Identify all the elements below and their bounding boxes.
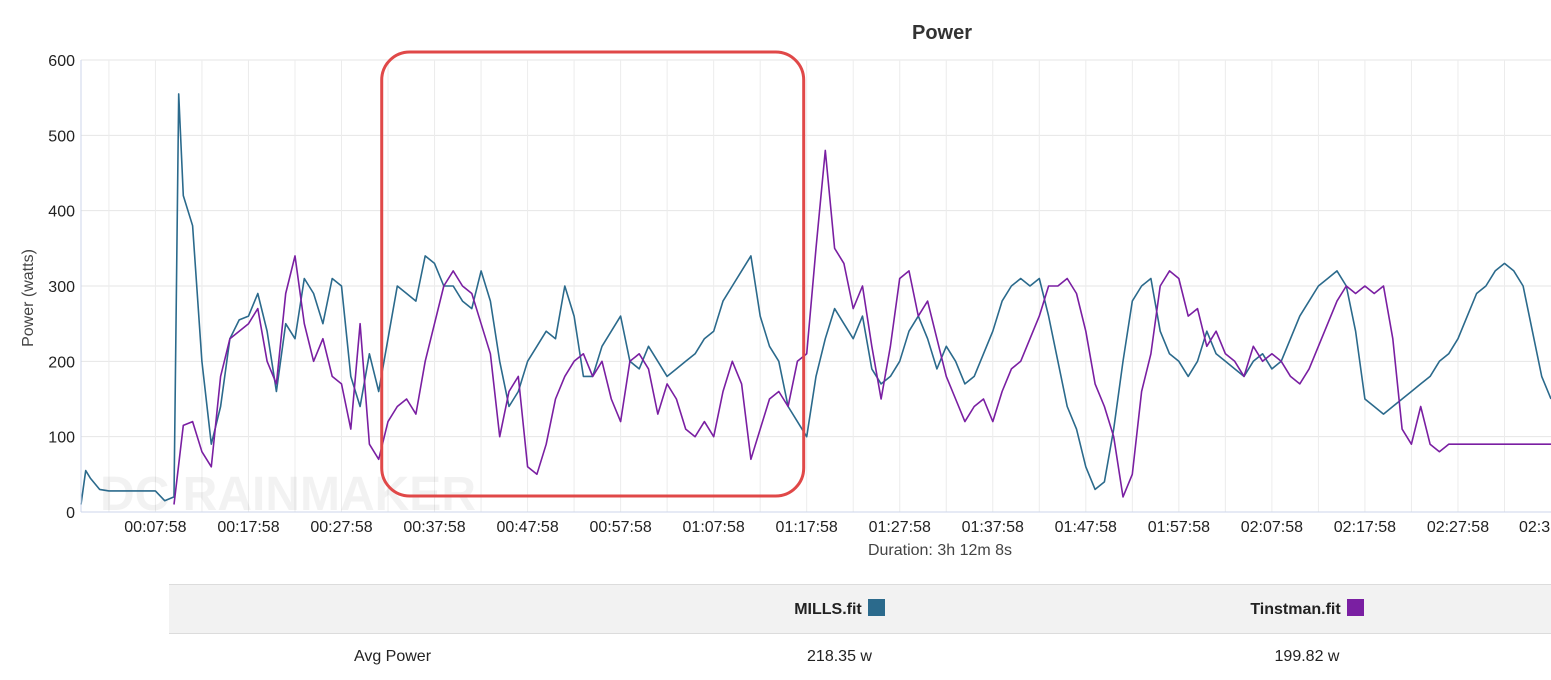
x-tick-label: 01:27:58 — [869, 519, 931, 536]
x-tick-label: 01:07:58 — [683, 519, 745, 536]
y-tick-label: 400 — [48, 204, 75, 221]
stats-header-empty — [169, 585, 616, 634]
x-tick-label: 01:37:58 — [962, 519, 1024, 536]
y-axis-ticks: 0 100 200 300 400 500 600 — [48, 53, 75, 522]
tinstman-swatch — [1347, 599, 1364, 616]
x-tick-label: 00:17:58 — [217, 519, 279, 536]
x-tick-label: 00:47:58 — [496, 519, 558, 536]
x-tick-label: 02:07:58 — [1241, 519, 1303, 536]
x-tick-label: 02:3 — [1519, 519, 1550, 536]
y-tick-label: 500 — [48, 128, 75, 145]
x-tick-label: 00:27:58 — [310, 519, 372, 536]
x-tick-label: 00:57:58 — [589, 519, 651, 536]
x-axis-ticks: 00:07:58 00:17:58 00:27:58 00:37:58 00:47:58… — [124, 519, 1550, 536]
stats-header-mills: MILLS.fit — [616, 585, 1063, 634]
stats-header-tinstman: Tinstman.fit — [1063, 585, 1551, 634]
mills-swatch — [868, 599, 885, 616]
chart-title: Power — [912, 22, 972, 44]
y-tick-label: 300 — [48, 279, 75, 296]
grid-lines — [81, 60, 1551, 512]
stats-row-label: Avg Power — [169, 634, 616, 680]
x-tick-label: 01:47:58 — [1055, 519, 1117, 536]
stats-table: MILLS.fit Tinstman.fit Avg Power 218.35 … — [169, 584, 1551, 680]
stats-value-mills: 218.35 w — [616, 634, 1063, 680]
x-tick-label: 00:37:58 — [403, 519, 465, 536]
x-tick-label: 02:27:58 — [1427, 519, 1489, 536]
x-tick-label: 01:17:58 — [776, 519, 838, 536]
stats-header-row: MILLS.fit Tinstman.fit — [169, 585, 1551, 634]
x-tick-label: 00:07:58 — [124, 519, 186, 536]
stats-value-tinstman: 199.82 w — [1063, 634, 1551, 680]
x-tick-label: 01:57:58 — [1148, 519, 1210, 536]
x-tick-label: 02:17:58 — [1334, 519, 1396, 536]
stats-row-avg-power: Avg Power 218.35 w 199.82 w — [169, 634, 1551, 680]
y-tick-label: 200 — [48, 354, 75, 371]
y-axis-label: Power (watts) — [20, 249, 37, 347]
x-axis-label: Duration: 3h 12m 8s — [868, 542, 1012, 559]
y-tick-label: 100 — [48, 430, 75, 447]
series-lines — [81, 94, 1551, 505]
y-tick-label: 600 — [48, 53, 75, 70]
y-tick-label: 0 — [66, 505, 75, 522]
